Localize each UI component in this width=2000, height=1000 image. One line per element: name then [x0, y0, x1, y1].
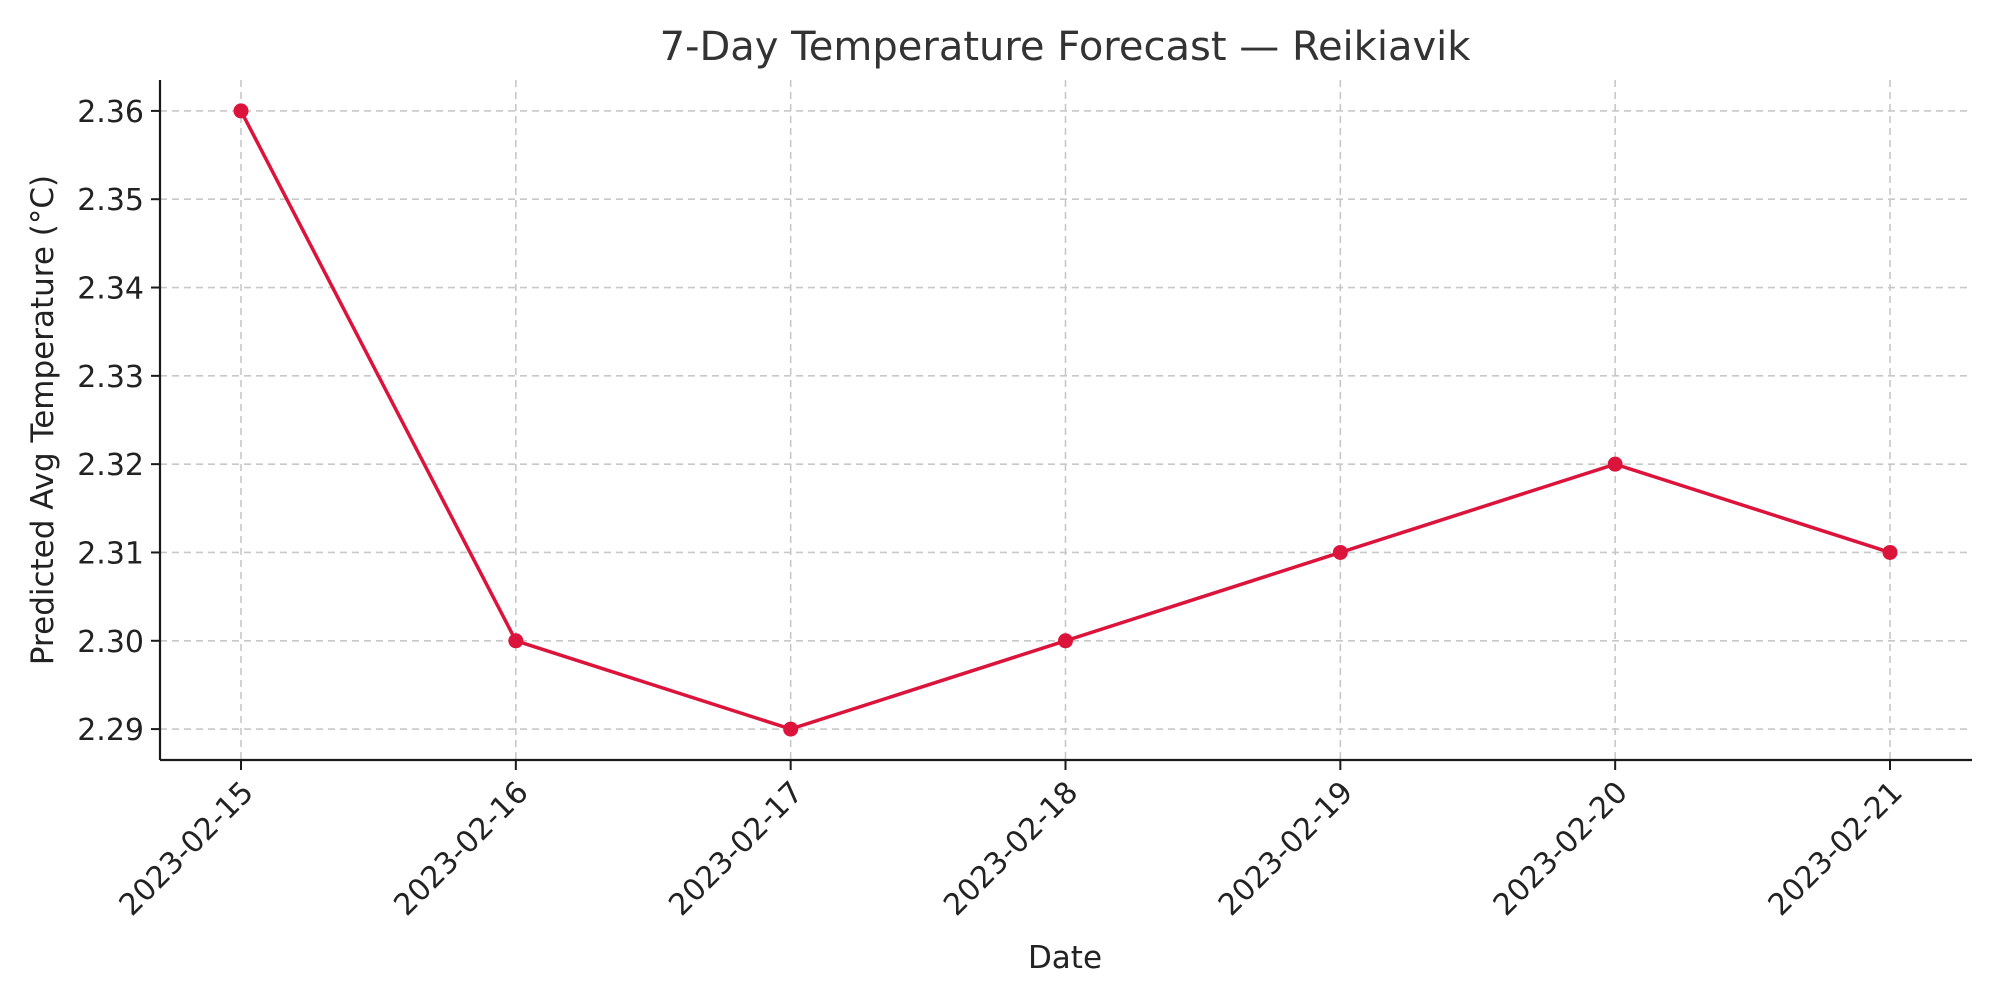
- y-tick-label: 2.32: [77, 448, 144, 483]
- chart-title: 7-Day Temperature Forecast — Reikiavik: [660, 24, 1472, 70]
- data-point: [1607, 456, 1623, 472]
- x-tick-label: 2023-02-15: [113, 775, 261, 923]
- y-tick-label: 2.29: [77, 713, 144, 748]
- data-point: [1332, 544, 1348, 560]
- y-tick-label: 2.33: [77, 360, 144, 395]
- x-tick-label: 2023-02-20: [1487, 775, 1635, 923]
- x-tick-label: 2023-02-16: [387, 775, 535, 923]
- y-ticks: 2.29 2.30 2.31 2.32 2.33 2.34 2.35 2.36: [77, 95, 160, 748]
- series: [233, 103, 1898, 737]
- x-axis-label: Date: [1028, 940, 1102, 976]
- x-tick-label: 2023-02-17: [662, 775, 810, 923]
- x-ticks: 2023-02-15 2023-02-16 2023-02-17 2023-02-18…: [113, 760, 1910, 923]
- data-point: [1058, 633, 1073, 649]
- grid: [160, 80, 1972, 760]
- y-tick-label: 2.31: [77, 536, 144, 571]
- data-point: [1882, 544, 1898, 560]
- y-tick-label: 2.36: [77, 95, 144, 130]
- data-point: [233, 103, 249, 119]
- y-axis-label: Predicted Avg Temperature (°C): [25, 175, 61, 665]
- y-tick-label: 2.30: [77, 625, 144, 660]
- x-tick-label: 2023-02-21: [1762, 775, 1910, 923]
- data-point: [508, 633, 524, 649]
- x-tick-label: 2023-02-19: [1212, 775, 1360, 923]
- y-tick-label: 2.35: [77, 183, 144, 218]
- x-tick-label: 2023-02-18: [937, 775, 1085, 923]
- data-point: [783, 721, 799, 737]
- y-tick-label: 2.34: [77, 272, 144, 307]
